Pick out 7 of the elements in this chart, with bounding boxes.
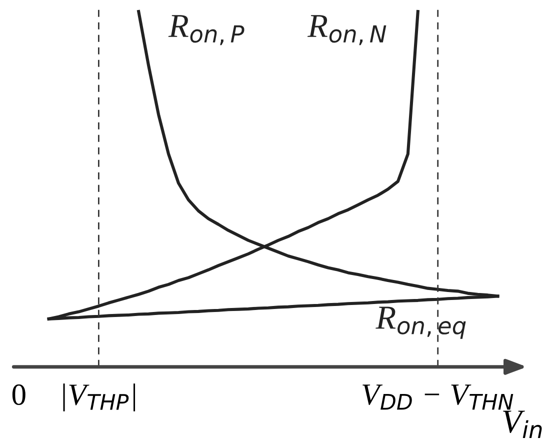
- x-tick-label: |V$_{THP}$|: [63, 384, 136, 412]
- x-tick-label: V$_{DD}$ − V$_{THN}$: [362, 384, 514, 410]
- x-tick-label: 0: [12, 384, 26, 406]
- series-label: R$_{on,eq}$: [376, 306, 466, 339]
- x-axis-title: V$_{in}$: [503, 410, 542, 438]
- series-label: R$_{on,P}$: [168, 15, 244, 46]
- series-label: R$_{on,N}$: [307, 15, 386, 46]
